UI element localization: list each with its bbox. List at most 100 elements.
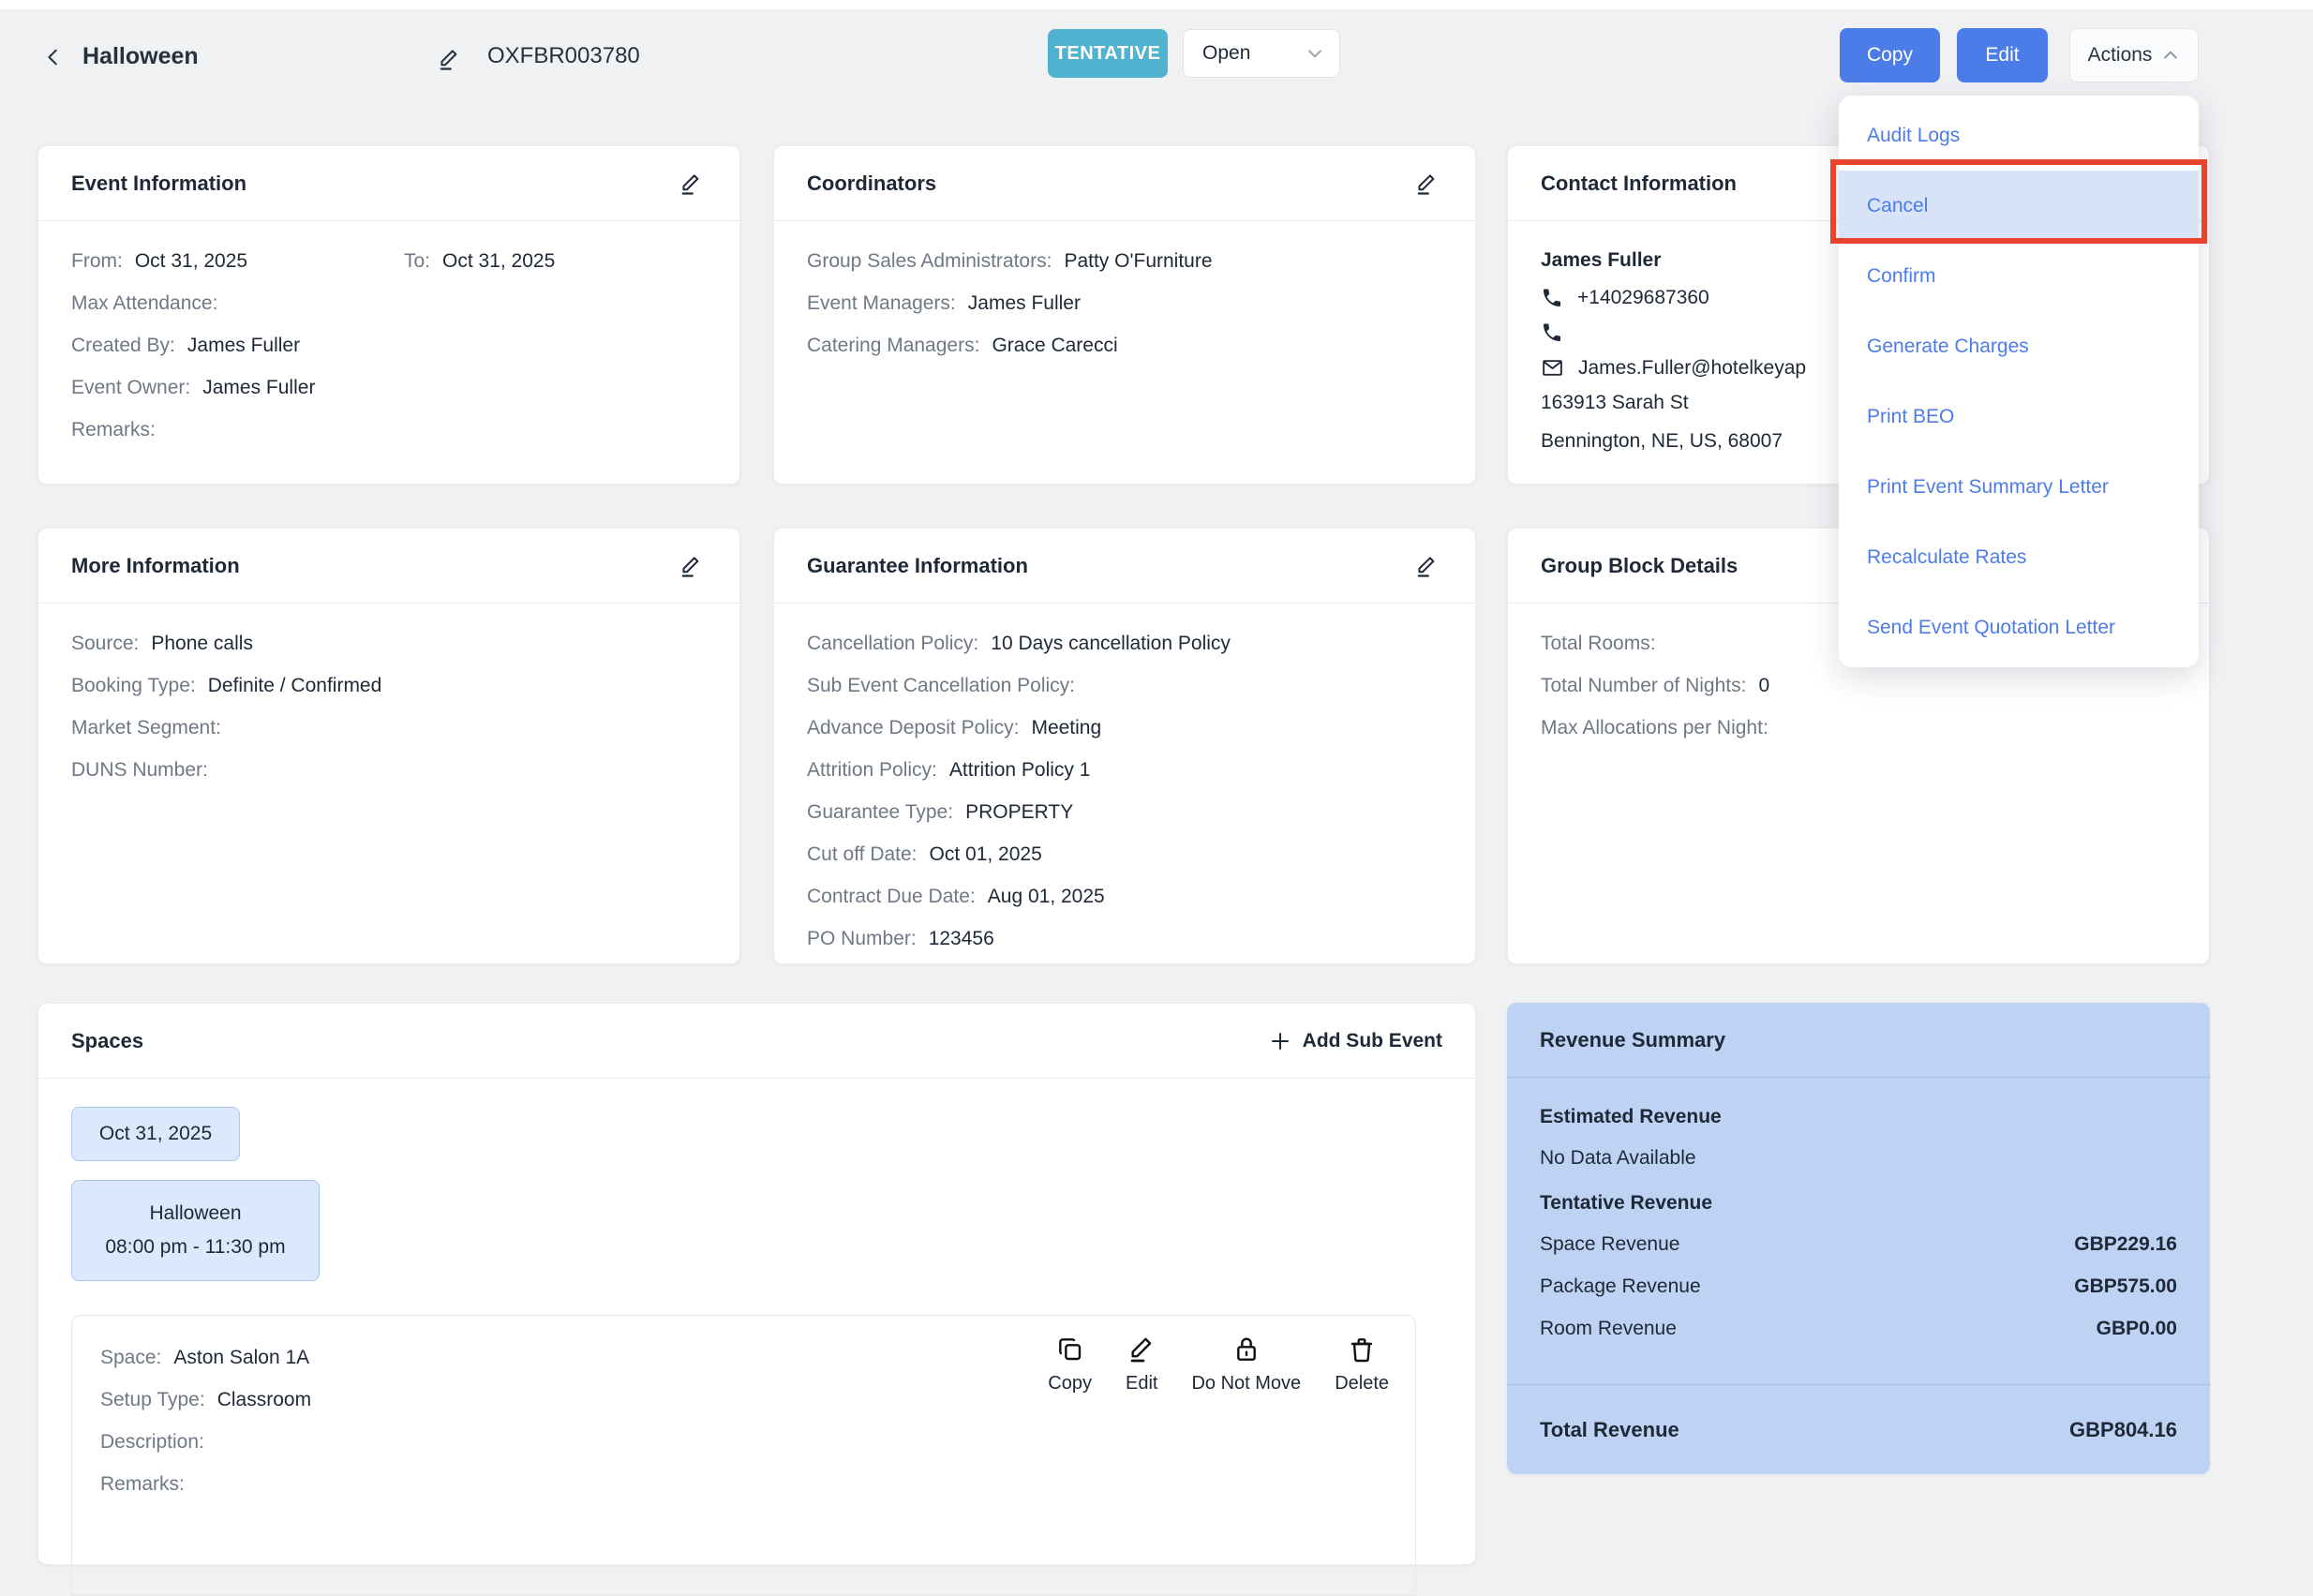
field-label: Max Allocations per Night: xyxy=(1541,717,1768,738)
field-label: Remarks: xyxy=(71,419,156,440)
edit-space-button[interactable]: Edit xyxy=(1126,1335,1157,1395)
edit-guarantee-information-button[interactable] xyxy=(1410,550,1442,582)
field-row: Attrition Policy: Attrition Policy 1 xyxy=(807,758,1442,783)
edit-event-information-button[interactable] xyxy=(675,168,707,200)
contact-address-line1: 163913 Sarah St xyxy=(1541,392,1689,413)
field-label: Total Rooms: xyxy=(1541,633,1656,654)
card-title: Group Block Details xyxy=(1541,553,1738,577)
copy-space-button[interactable]: Copy xyxy=(1048,1335,1092,1395)
contact-address-line2: Bennington, NE, US, 68007 xyxy=(1541,430,1783,452)
tentative-revenue-heading: Tentative Revenue xyxy=(1540,1192,1713,1214)
page-title: Halloween xyxy=(82,43,199,69)
edit-more-information-button[interactable] xyxy=(675,550,707,582)
field-label: To: xyxy=(404,250,431,272)
field-label: From: xyxy=(71,250,123,272)
field-row: PO Number: 123456 xyxy=(807,927,1442,951)
field-row: Max Allocations per Night: xyxy=(1541,716,2176,740)
edit-code-button[interactable] xyxy=(433,43,465,75)
field-row: Contract Due Date: Aug 01, 2025 xyxy=(807,885,1442,909)
menu-item-confirm[interactable]: Confirm xyxy=(1867,264,1936,287)
actions-button-label: Actions xyxy=(2087,44,2153,66)
field-value: Grace Carecci xyxy=(992,335,1118,356)
delete-space-button[interactable]: Delete xyxy=(1335,1335,1389,1395)
menu-item-print-event-summary-letter[interactable]: Print Event Summary Letter xyxy=(1867,475,2109,498)
menu-item-cancel[interactable]: Cancel xyxy=(1839,171,2199,241)
revenue-value: GBP0.00 xyxy=(2096,1318,2177,1339)
field-label: Market Segment: xyxy=(71,717,221,738)
field-value: Classroom xyxy=(216,1389,312,1410)
field-row: Market Segment: xyxy=(71,716,707,740)
add-sub-event-button[interactable]: Add Sub Event xyxy=(1269,1030,1442,1052)
copy-button[interactable]: Copy xyxy=(1840,28,1940,82)
field-row: Sub Event Cancellation Policy: xyxy=(807,674,1442,698)
card-title: Event Information xyxy=(71,171,247,195)
status-select[interactable]: Open xyxy=(1183,29,1340,78)
action-label: Do Not Move xyxy=(1191,1373,1302,1394)
back-button[interactable] xyxy=(37,41,69,73)
field-label: Setup Type: xyxy=(100,1389,205,1410)
field-label: Description: xyxy=(100,1431,204,1453)
copy-icon xyxy=(1055,1335,1085,1365)
field-value: Phone calls xyxy=(151,633,253,654)
card-title: Coordinators xyxy=(807,171,937,195)
field-label: Event Managers: xyxy=(807,292,956,314)
actions-menu: Audit Logs Cancel Confirm Generate Charg… xyxy=(1839,96,2199,667)
actions-button[interactable]: Actions xyxy=(2069,28,2199,82)
date-chip[interactable]: Oct 31, 2025 xyxy=(71,1107,240,1161)
field-label: Max Attendance: xyxy=(71,292,218,314)
total-revenue-label: Total Revenue xyxy=(1540,1417,1679,1441)
revenue-value: GBP229.16 xyxy=(2074,1233,2177,1255)
trash-icon xyxy=(1347,1335,1377,1365)
edit-button[interactable]: Edit xyxy=(1957,28,2048,82)
field-row: Created By: James Fuller xyxy=(71,334,707,358)
action-label: Edit xyxy=(1126,1373,1158,1394)
field-value: Aston Salon 1A xyxy=(173,1347,310,1368)
phone-icon xyxy=(1541,287,1563,309)
field-row: Total Number of Nights: 0 xyxy=(1541,674,2176,698)
revenue-row: Room Revenue GBP0.00 xyxy=(1540,1318,2177,1340)
sub-event-chip[interactable]: Halloween 08:00 pm - 11:30 pm xyxy=(71,1180,320,1281)
pencil-icon xyxy=(1413,553,1440,579)
contact-email-row: James.Fuller@hotelkeyap xyxy=(1541,356,2176,380)
envelope-icon xyxy=(1541,356,1564,380)
edit-coordinators-button[interactable] xyxy=(1410,168,1442,200)
field-row: From: Oct 31, 2025 To: Oct 31, 2025 xyxy=(71,249,707,274)
field-row: Description: xyxy=(100,1430,1387,1454)
pencil-icon xyxy=(1127,1335,1156,1365)
menu-item-generate-charges[interactable]: Generate Charges xyxy=(1867,335,2029,357)
menu-item-print-beo[interactable]: Print BEO xyxy=(1867,405,1955,427)
field-label: Space: xyxy=(100,1347,162,1368)
field-label: Remarks: xyxy=(100,1473,185,1495)
field-row: Setup Type: Classroom xyxy=(100,1388,1387,1412)
contact-phone: +14029687360 xyxy=(1577,287,1709,308)
field-row: Event Managers: James Fuller xyxy=(807,291,1442,316)
field-row: Total Rooms: xyxy=(1541,632,2176,656)
field-label: PO Number: xyxy=(807,928,917,949)
field-row: Group Sales Administrators: Patty O'Furn… xyxy=(807,249,1442,274)
event-information-card: Event Information From: Oct 31, 2025 To:… xyxy=(37,145,740,485)
field-row: Event Owner: James Fuller xyxy=(71,376,707,400)
field-label: Group Sales Administrators: xyxy=(807,250,1052,272)
field-value: 123456 xyxy=(928,928,994,949)
field-value: PROPERTY xyxy=(965,801,1074,823)
field-label: Sub Event Cancellation Policy: xyxy=(807,675,1075,696)
do-not-move-button[interactable]: Do Not Move xyxy=(1191,1335,1301,1395)
menu-item-send-event-quotation-letter[interactable]: Send Event Quotation Letter xyxy=(1867,616,2116,638)
total-revenue-value: GBP804.16 xyxy=(2069,1417,2177,1441)
field-label: Contract Due Date: xyxy=(807,886,976,907)
menu-item-audit-logs[interactable]: Audit Logs xyxy=(1867,124,1961,146)
field-row: Guarantee Type: PROPERTY xyxy=(807,800,1442,825)
chevron-left-icon xyxy=(43,47,64,67)
field-row: Cut off Date: Oct 01, 2025 xyxy=(807,843,1442,867)
more-information-card: More Information Source: Phone calls Boo… xyxy=(37,528,740,964)
card-title: More Information xyxy=(71,553,240,577)
action-label: Copy xyxy=(1048,1373,1092,1394)
field-value: 10 Days cancellation Policy xyxy=(991,633,1231,654)
field-row: DUNS Number: xyxy=(71,758,707,783)
spaces-card: Spaces Add Sub Event Oct 31, 2025 Hallow… xyxy=(37,1003,1476,1596)
sub-event-time: 08:00 pm - 11:30 pm xyxy=(105,1236,286,1258)
field-value: Oct 31, 2025 xyxy=(134,250,248,272)
field-value: James Fuller xyxy=(967,292,1081,314)
menu-item-recalculate-rates[interactable]: Recalculate Rates xyxy=(1867,545,2027,568)
status-select-value: Open xyxy=(1202,42,1251,64)
